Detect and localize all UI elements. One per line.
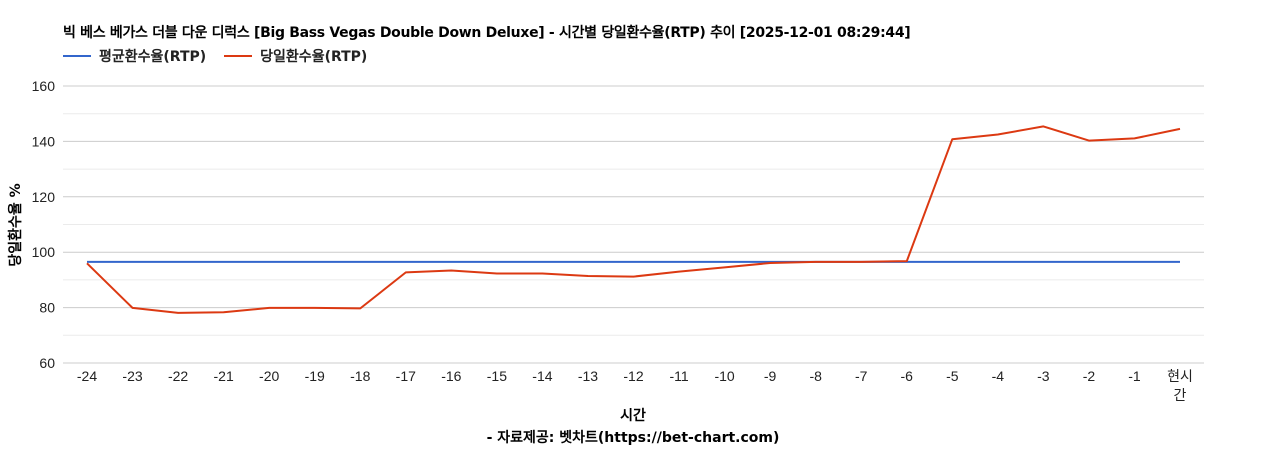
legend-item-average[interactable]: 평균환수율(RTP): [63, 46, 206, 66]
x-tick-label: -17: [396, 368, 416, 384]
gridlines: [63, 85, 1204, 364]
x-axis-title: 시간: [620, 407, 646, 424]
x-tick-label: -5: [946, 368, 959, 384]
x-tick-label: -18: [350, 368, 370, 384]
legend-swatch-average: [63, 55, 91, 57]
x-tick-label: -22: [168, 368, 188, 384]
x-tick-label: 현시: [1167, 368, 1193, 384]
y-tick-label: 60: [39, 355, 55, 371]
data-lines: [86, 125, 1181, 314]
legend-label-average: 평균환수율(RTP): [99, 49, 207, 65]
x-axis-ticks: -24 -23 -22 -21 -20 -19 -18 -17 -16 -15 -14 -13 -12 -…: [77, 368, 1193, 403]
source-note: - 자료제공: 벳차트(https://bet-chart.com): [487, 429, 780, 446]
legend-swatch-daily: [224, 55, 253, 57]
x-tick-label: -20: [259, 368, 279, 384]
x-tick-label: -9: [764, 368, 777, 384]
y-tick-label: 140: [32, 133, 56, 149]
legend: 평균환수율(RTP) 당일환수율(RTP): [63, 46, 385, 66]
x-tick-label: -11: [669, 368, 688, 384]
legend-label-daily: 당일환수율(RTP): [260, 49, 368, 65]
x-tick-label: -14: [532, 368, 552, 384]
x-tick-label: -6: [901, 368, 914, 384]
x-tick-label: -8: [809, 368, 822, 384]
legend-item-daily[interactable]: 당일환수율(RTP): [224, 46, 367, 66]
x-tick-label-cont: 간: [1174, 387, 1187, 403]
x-tick-label: -3: [1037, 368, 1050, 384]
x-tick-label: -7: [855, 368, 868, 384]
x-tick-label: -2: [1083, 368, 1096, 384]
daily-rtp-line[interactable]: [86, 125, 1181, 314]
x-tick-label: -16: [441, 368, 461, 384]
x-tick-label: -13: [578, 368, 598, 384]
x-tick-label: -21: [214, 368, 234, 384]
y-axis-title: 당일환수율 %: [7, 183, 24, 266]
y-tick-label: 120: [32, 189, 56, 205]
x-tick-label: -15: [487, 368, 507, 384]
x-tick-label: -12: [623, 368, 643, 384]
y-tick-label: 100: [32, 244, 56, 260]
x-tick-label: -10: [714, 368, 734, 384]
y-axis-ticks: 60 80 100 120 140 160: [32, 78, 56, 371]
x-tick-label: -4: [992, 368, 1005, 384]
x-tick-label: -24: [77, 368, 97, 384]
y-tick-label: 160: [32, 78, 56, 94]
y-tick-label: 80: [39, 300, 55, 316]
chart-title: 빅 베스 베가스 더블 다운 디럭스 [Big Bass Vegas Doubl…: [63, 25, 911, 41]
x-tick-label: -1: [1128, 368, 1141, 384]
x-tick-label: -23: [122, 368, 142, 384]
x-tick-label: -19: [305, 368, 325, 384]
